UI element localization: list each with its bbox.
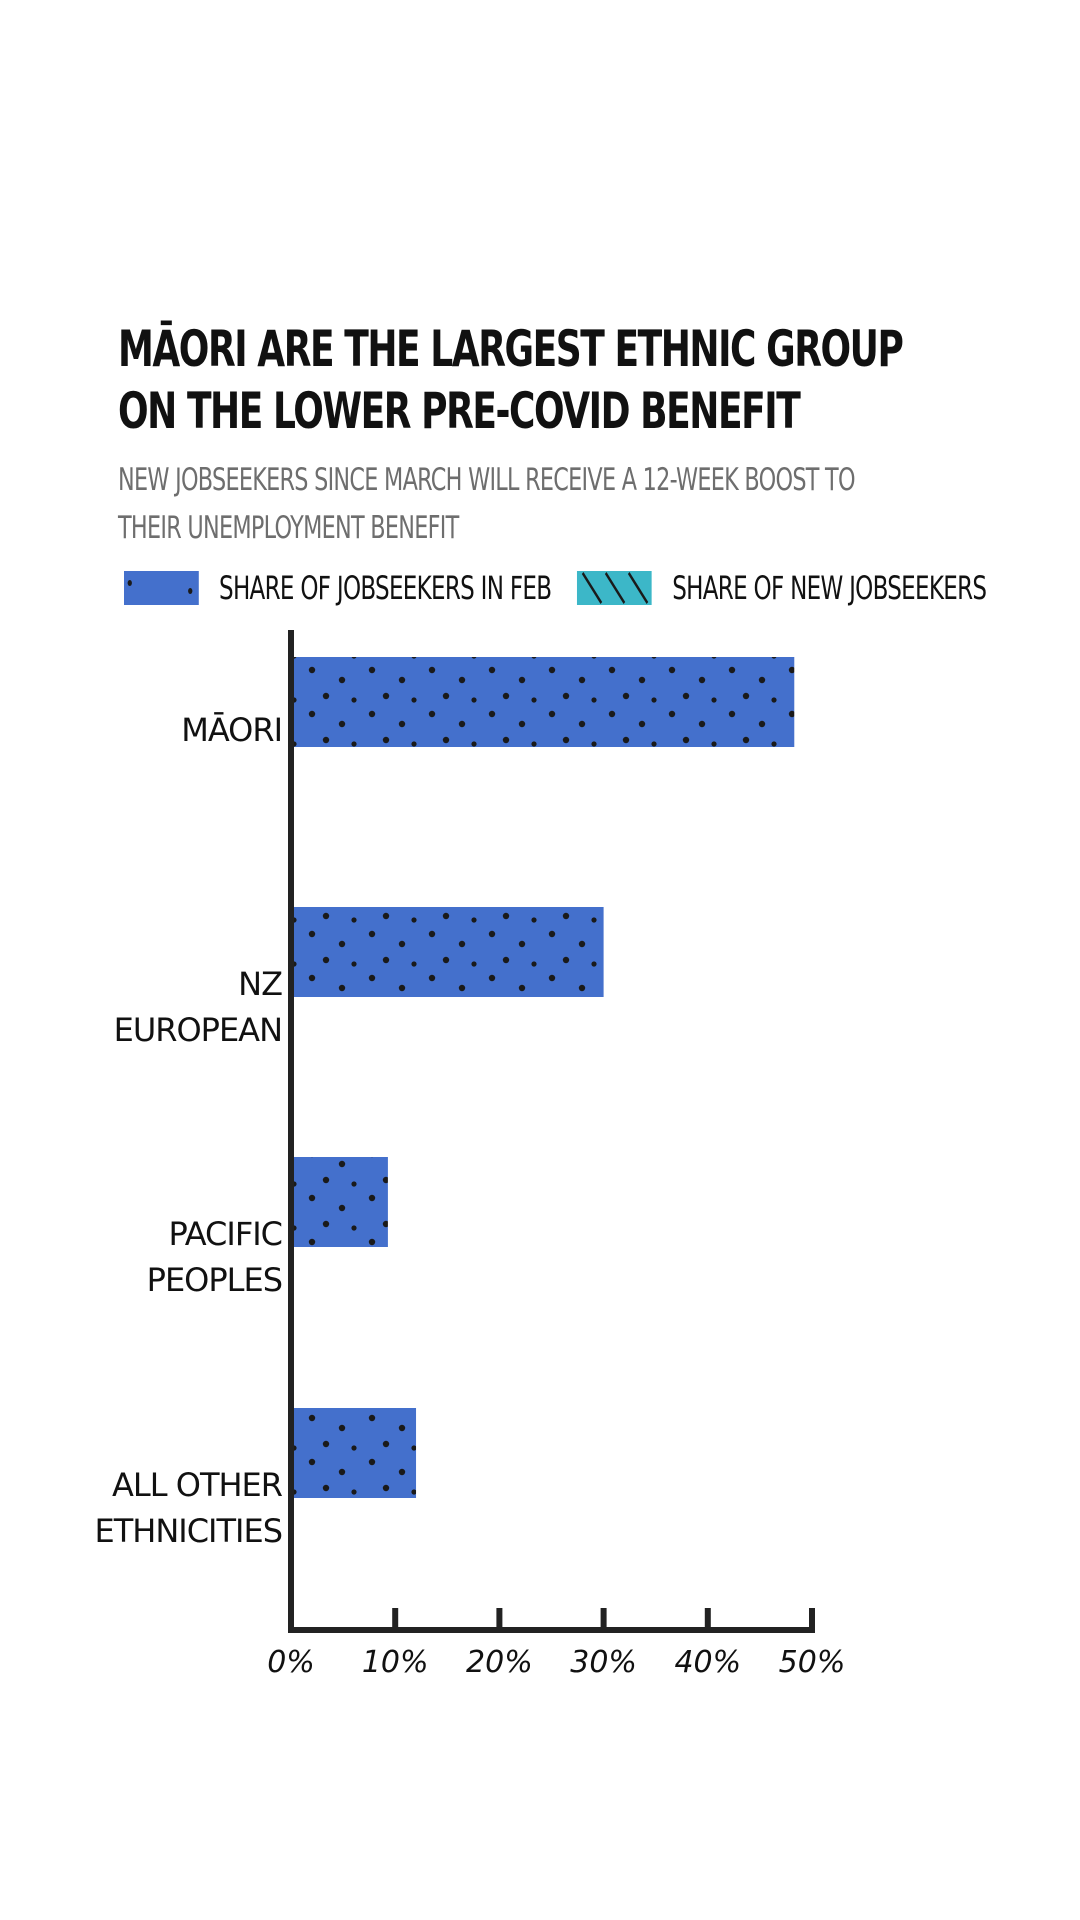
legend-label-new: Share of new jobseekers bbox=[672, 569, 987, 607]
legend-item-new: Share of new jobseekers bbox=[577, 569, 1012, 607]
bar-0 bbox=[293, 657, 795, 747]
legend-swatch-lines bbox=[577, 571, 653, 605]
category-label-2: Pacific Peoples bbox=[147, 1215, 282, 1299]
category-label-1: NZ European bbox=[114, 965, 282, 1049]
x-tick-label-5: 50% bbox=[779, 1645, 846, 1680]
legend-item-feb: Share of jobseekers in Feb bbox=[124, 569, 577, 607]
x-tick-label-3: 30% bbox=[570, 1645, 637, 1680]
x-tick-label-1: 10% bbox=[362, 1645, 429, 1680]
legend-swatch-dots bbox=[124, 571, 199, 605]
labels-layer: Māori NZ European Pacific Peoples All other et… bbox=[95, 711, 846, 1680]
chart-title: Māori are the largest ethnic group on th… bbox=[118, 320, 904, 440]
chart-subtitle: New jobseekers since March will receive … bbox=[118, 462, 856, 546]
category-label-3: All other ethnicities bbox=[95, 1466, 283, 1550]
bar-3 bbox=[293, 1408, 417, 1498]
axis-layer bbox=[288, 630, 815, 1633]
bar-2 bbox=[293, 1157, 388, 1247]
x-tick-label-0: 0% bbox=[267, 1645, 315, 1680]
x-tick-label-4: 40% bbox=[674, 1645, 741, 1680]
legend: Share of jobseekers in Feb Share of new … bbox=[124, 566, 1060, 610]
legend-label-feb: Share of jobseekers in Feb bbox=[219, 569, 552, 607]
bars-layer bbox=[293, 657, 795, 1498]
category-label-0: Māori bbox=[181, 711, 282, 749]
bar-1 bbox=[293, 907, 604, 997]
x-tick-label-2: 20% bbox=[466, 1645, 533, 1680]
